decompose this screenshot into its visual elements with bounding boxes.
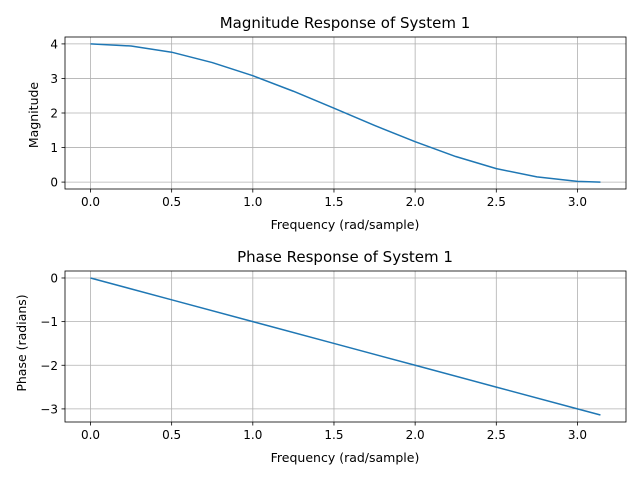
phase-x-tick-label: 2.5 [487,428,506,442]
magnitude-y-tick-label: 3 [50,72,58,86]
magnitude-x-tick-label: 1.0 [243,195,262,209]
magnitude-y-axis-label: Magnitude [26,82,41,149]
magnitude-x-tick-label: 0.0 [81,195,100,209]
magnitude-y-tick-label: 1 [50,141,58,155]
phase-chart: Phase Response of System 1 Frequency (ra… [14,248,627,465]
phase-y-tick-label: −1 [40,315,58,329]
magnitude-x-tick-label: 2.5 [487,195,506,209]
magnitude-y-tick-label: 0 [50,176,58,190]
phase-y-tick-label: −2 [40,359,58,373]
magnitude-chart: Magnitude Response of System 1 Frequency… [26,14,627,232]
phase-x-tick-label: 0.5 [162,428,181,442]
phase-y-axis-label: Phase (radians) [14,294,29,391]
phase-axes-frame [64,270,627,423]
magnitude-x-tick-label: 0.5 [162,195,181,209]
phase-x-tick-label: 0.0 [81,428,100,442]
phase-x-tick-label: 1.0 [243,428,262,442]
magnitude-x-tick-label: 2.0 [406,195,425,209]
phase-chart-title: Phase Response of System 1 [237,248,453,266]
magnitude-series-line [90,43,601,183]
magnitude-x-tick-label: 1.5 [324,195,343,209]
magnitude-y-tick-label: 4 [50,37,58,51]
phase-x-tick-label: 3.0 [568,428,587,442]
phase-x-tick-label: 1.5 [324,428,343,442]
phase-y-tick-label: −3 [40,402,58,416]
magnitude-y-tick-label: 2 [50,107,58,121]
phase-y-tick-label: 0 [50,271,58,285]
magnitude-x-axis-label: Frequency (rad/sample) [271,217,420,232]
phase-x-tick-label: 2.0 [406,428,425,442]
phase-series-line [90,277,601,416]
phase-x-axis-label: Frequency (rad/sample) [271,450,420,465]
magnitude-chart-title: Magnitude Response of System 1 [220,14,471,32]
magnitude-x-tick-label: 3.0 [568,195,587,209]
